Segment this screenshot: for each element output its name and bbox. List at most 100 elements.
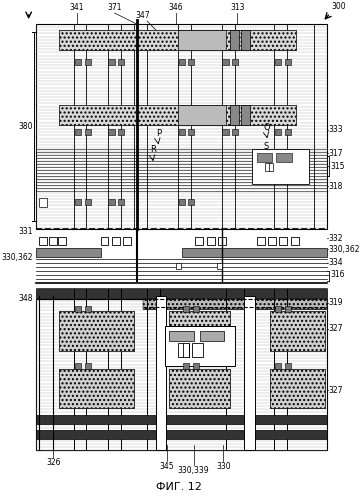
Bar — [59, 368, 134, 408]
Bar — [265, 164, 273, 172]
Bar — [85, 306, 91, 312]
Text: 346: 346 — [169, 3, 183, 12]
Bar — [275, 306, 281, 312]
Bar — [193, 362, 199, 368]
Bar — [85, 200, 91, 205]
Bar — [183, 306, 189, 312]
Bar — [58, 237, 66, 245]
Text: 341: 341 — [70, 3, 84, 12]
Bar — [36, 430, 327, 440]
Text: 330,362: 330,362 — [329, 244, 360, 254]
Bar — [179, 200, 185, 205]
Bar — [268, 237, 276, 245]
Bar — [59, 311, 134, 350]
Bar — [195, 237, 203, 245]
Bar — [207, 237, 214, 245]
Bar — [285, 59, 291, 65]
Text: ФИГ. 12: ФИГ. 12 — [156, 482, 201, 492]
Text: 371: 371 — [107, 3, 122, 12]
Bar — [36, 289, 327, 298]
Bar — [232, 128, 238, 134]
Bar — [285, 306, 291, 312]
Bar — [108, 59, 114, 65]
Bar — [222, 59, 229, 65]
Text: 318: 318 — [329, 182, 343, 191]
Bar — [118, 128, 124, 134]
Text: 315: 315 — [330, 162, 345, 171]
Bar — [165, 326, 235, 366]
Text: 300: 300 — [331, 2, 346, 11]
Bar — [143, 299, 327, 309]
Bar — [183, 362, 189, 368]
Bar — [36, 416, 327, 424]
Bar — [241, 104, 250, 124]
Bar — [75, 59, 81, 65]
Bar — [200, 330, 224, 340]
Bar — [59, 311, 134, 350]
Bar — [169, 311, 230, 350]
Bar — [169, 311, 230, 350]
Bar — [36, 299, 327, 450]
Bar — [241, 30, 250, 50]
Bar — [59, 104, 296, 124]
Text: 317: 317 — [329, 149, 343, 158]
Bar — [285, 362, 291, 368]
Bar — [118, 200, 124, 205]
Text: P: P — [156, 128, 161, 138]
Bar — [59, 30, 296, 50]
Bar — [257, 154, 273, 162]
Bar — [270, 368, 325, 408]
Bar — [275, 128, 281, 134]
Bar — [178, 30, 226, 50]
Text: 331: 331 — [18, 226, 33, 235]
Bar — [169, 368, 230, 408]
Bar — [222, 128, 229, 134]
Text: 327: 327 — [329, 386, 343, 395]
Text: 316: 316 — [330, 270, 345, 280]
Text: 313: 313 — [230, 3, 245, 12]
Bar — [112, 237, 120, 245]
Text: 334: 334 — [329, 258, 343, 268]
Bar — [275, 362, 281, 368]
Bar — [276, 154, 292, 162]
Bar — [108, 200, 114, 205]
Bar — [108, 128, 114, 134]
Bar — [85, 128, 91, 134]
Bar — [176, 263, 181, 269]
Bar — [270, 368, 325, 408]
Bar — [193, 306, 199, 312]
Bar — [179, 59, 185, 65]
Bar — [188, 200, 195, 205]
Bar — [59, 368, 134, 408]
Bar — [188, 128, 195, 134]
Text: R: R — [150, 146, 156, 154]
Bar — [123, 237, 131, 245]
Bar — [49, 237, 57, 245]
Bar — [270, 311, 325, 350]
Bar — [36, 24, 327, 229]
Bar — [275, 59, 281, 65]
Text: 326: 326 — [46, 458, 60, 467]
Bar — [192, 342, 203, 356]
Bar — [230, 30, 239, 50]
Text: 330,339: 330,339 — [178, 466, 209, 475]
Text: 333: 333 — [329, 125, 343, 134]
Bar — [75, 362, 81, 368]
Bar — [217, 263, 222, 269]
Bar — [156, 296, 166, 450]
Bar — [118, 59, 124, 65]
Bar — [85, 362, 91, 368]
Bar — [252, 150, 309, 184]
Bar — [230, 104, 239, 124]
Bar — [39, 237, 47, 245]
Text: 380: 380 — [18, 122, 33, 131]
Bar — [39, 198, 47, 207]
Bar — [178, 104, 226, 124]
Text: 332: 332 — [329, 234, 343, 242]
Bar — [59, 30, 296, 50]
Text: 330: 330 — [216, 462, 231, 471]
Bar — [285, 128, 291, 134]
Bar — [257, 237, 265, 245]
Text: 319: 319 — [329, 298, 343, 308]
Bar — [59, 104, 296, 124]
